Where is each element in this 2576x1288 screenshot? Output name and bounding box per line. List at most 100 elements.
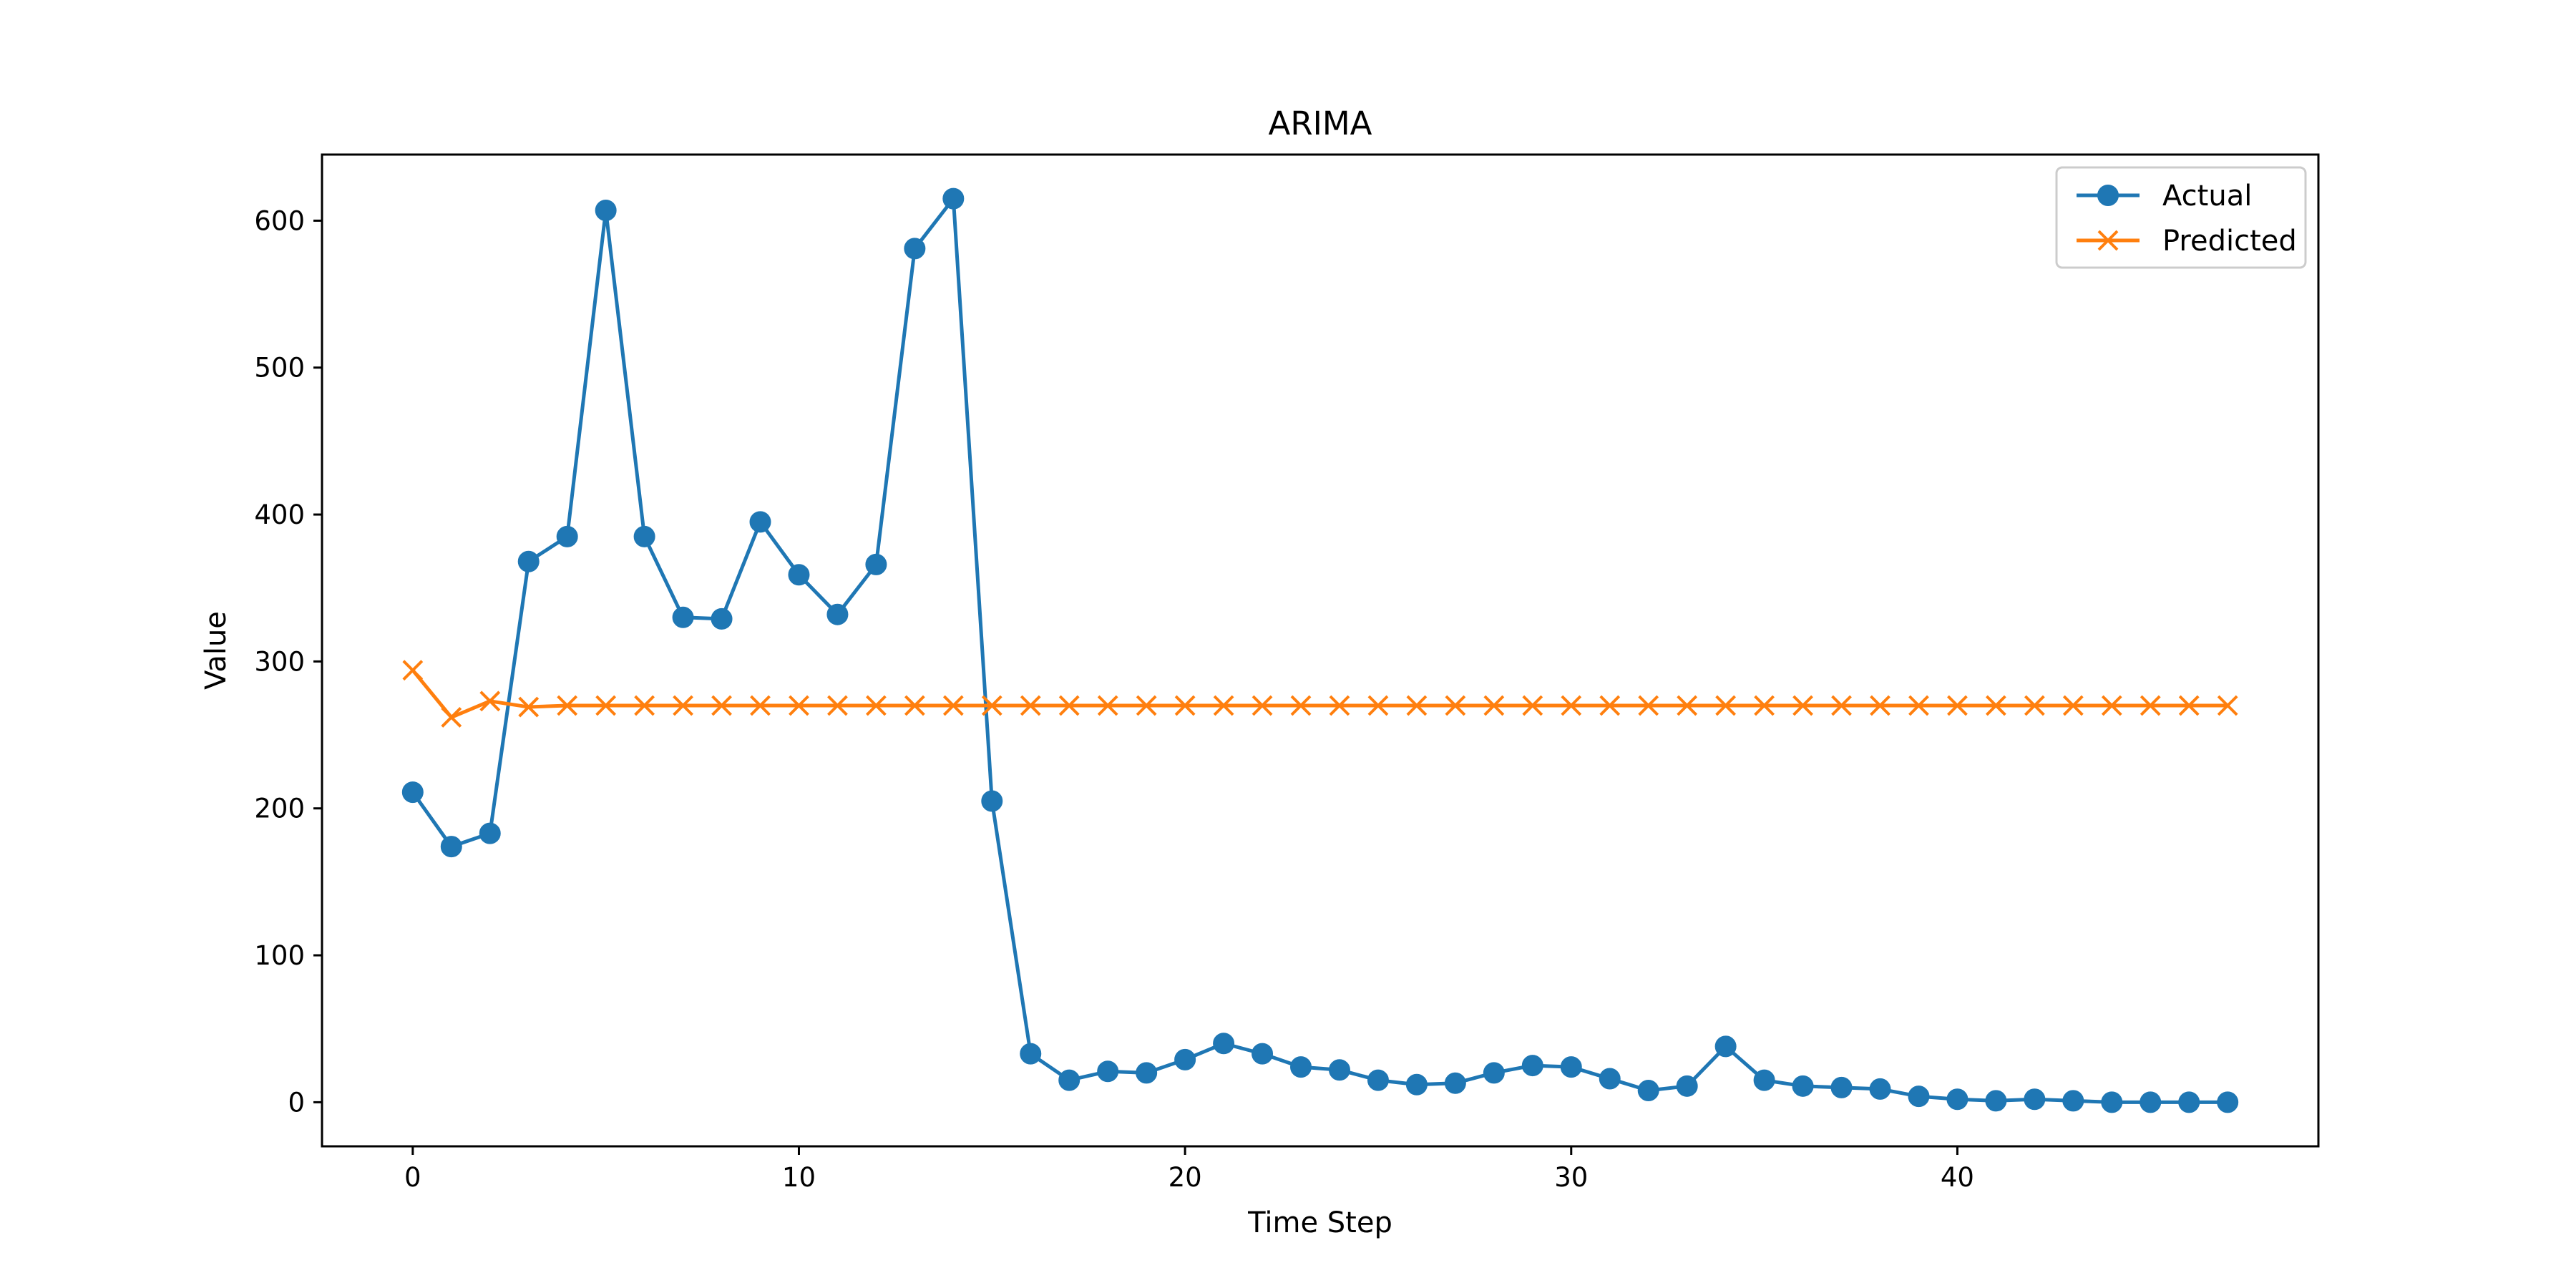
actual-data-point (1290, 1056, 1312, 1078)
actual-data-point (1328, 1059, 1350, 1081)
predicted-data-point (904, 695, 925, 716)
actual-data-point (1174, 1048, 1196, 1070)
predicted-data-point (1522, 695, 1543, 716)
predicted-data-point (1908, 695, 1929, 716)
actual-data-point (2101, 1091, 2123, 1113)
actual-data-point (1753, 1069, 1775, 1091)
actual-data-point (1560, 1056, 1582, 1078)
y-tick-label: 600 (254, 205, 305, 236)
predicted-data-point (1561, 695, 1582, 716)
actual-data-point (1869, 1078, 1891, 1100)
predicted-data-point (1677, 695, 1698, 716)
actual-data-point (1213, 1033, 1235, 1055)
actual-data-point (749, 511, 771, 533)
legend-box (2055, 166, 2307, 269)
predicted-data-point (1329, 695, 1350, 716)
plot-layer (401, 187, 2239, 1113)
predicted-data-point (1715, 695, 1737, 716)
actual-data-point (1097, 1060, 1119, 1083)
actual-data-point (556, 525, 578, 547)
actual-data-point (401, 781, 424, 804)
actual-data-point (1058, 1069, 1080, 1091)
predicted-data-point (1020, 695, 1041, 716)
predicted-data-point (1252, 695, 1273, 716)
actual-data-point (1367, 1069, 1389, 1091)
actual-data-point (1830, 1076, 1853, 1098)
x-tick-label: 40 (1941, 1162, 1974, 1193)
actual-data-point (826, 603, 849, 625)
predicted-data-point (1638, 695, 1659, 716)
actual-data-point (1483, 1062, 1505, 1084)
actual-data-point (1521, 1055, 1543, 1077)
predicted-data-point (1136, 695, 1157, 716)
chart-title: ARIMA (1269, 104, 1372, 142)
predicted-data-point (673, 695, 693, 716)
predicted-data-point (942, 695, 964, 716)
legend-actual-marker (2097, 185, 2119, 206)
predicted-data-point (634, 695, 655, 716)
predicted-series-line (411, 669, 2228, 719)
predicted-data-point (1406, 695, 1428, 716)
predicted-data-point (2024, 695, 2045, 716)
actual-data-point (2140, 1091, 2162, 1113)
actual-data-point (1252, 1043, 1274, 1065)
predicted-data-point (1985, 695, 2006, 716)
predicted-data-point (711, 695, 732, 716)
y-tick-label: 500 (254, 353, 305, 384)
actual-data-point (633, 525, 655, 547)
actual-data-point (672, 606, 694, 628)
predicted-data-point (1058, 695, 1080, 716)
actual-data-point (865, 553, 887, 575)
actual-data-point (1020, 1043, 1042, 1065)
actual-data-point (1946, 1088, 1968, 1111)
predicted-data-point (1213, 695, 1234, 716)
actual-data-point (1444, 1072, 1466, 1094)
actual-data-point (2217, 1091, 2239, 1113)
actual-data-point (788, 564, 810, 586)
predicted-data-point (750, 695, 771, 716)
predicted-data-point (557, 695, 578, 716)
legend-predicted-marker (2097, 230, 2119, 251)
predicted-data-point (827, 695, 848, 716)
legend-entries: Actual Predicted (2077, 180, 2297, 258)
actual-data-point (1136, 1062, 1158, 1084)
predicted-data-point (1831, 695, 1852, 716)
predicted-data-point (479, 691, 501, 712)
predicted-data-point (2140, 695, 2161, 716)
predicted-data-point (2101, 695, 2122, 716)
predicted-data-point (865, 695, 887, 716)
actual-data-point (1599, 1068, 1621, 1090)
predicted-data-point (1174, 695, 1196, 716)
predicted-data-point (595, 695, 617, 716)
actual-data-point (1792, 1075, 1814, 1097)
actual-data-point (942, 187, 965, 210)
predicted-data-point (789, 695, 809, 716)
legend-actual-label: Actual (2162, 180, 2252, 213)
actual-data-point (711, 608, 733, 630)
actual-data-point (2062, 1090, 2084, 1112)
actual-data-point (904, 238, 926, 260)
predicted-data-point (981, 695, 1002, 716)
actual-data-point (1637, 1079, 1659, 1101)
actual-data-point (981, 790, 1003, 812)
actual-data-point (1714, 1035, 1737, 1058)
predicted-data-point (2062, 695, 2084, 716)
plot-frame (321, 153, 2320, 1148)
predicted-data-point (1792, 695, 1813, 716)
y-tick-label: 400 (254, 499, 305, 530)
x-axis-label: Time Step (1247, 1206, 1392, 1239)
legend: Actual Predicted (2055, 166, 2307, 269)
actual-data-point (595, 200, 617, 222)
predicted-data-point (1483, 695, 1505, 716)
actual-data-point (517, 550, 540, 572)
actual-data-point (1985, 1090, 2007, 1112)
predicted-data-point (441, 707, 462, 728)
predicted-data-point (1445, 695, 1466, 716)
predicted-data-point (1097, 695, 1118, 716)
predicted-data-point (1367, 695, 1389, 716)
x-tick-label: 30 (1554, 1162, 1588, 1193)
predicted-data-point (1290, 695, 1312, 716)
y-tick-label: 100 (254, 940, 305, 971)
